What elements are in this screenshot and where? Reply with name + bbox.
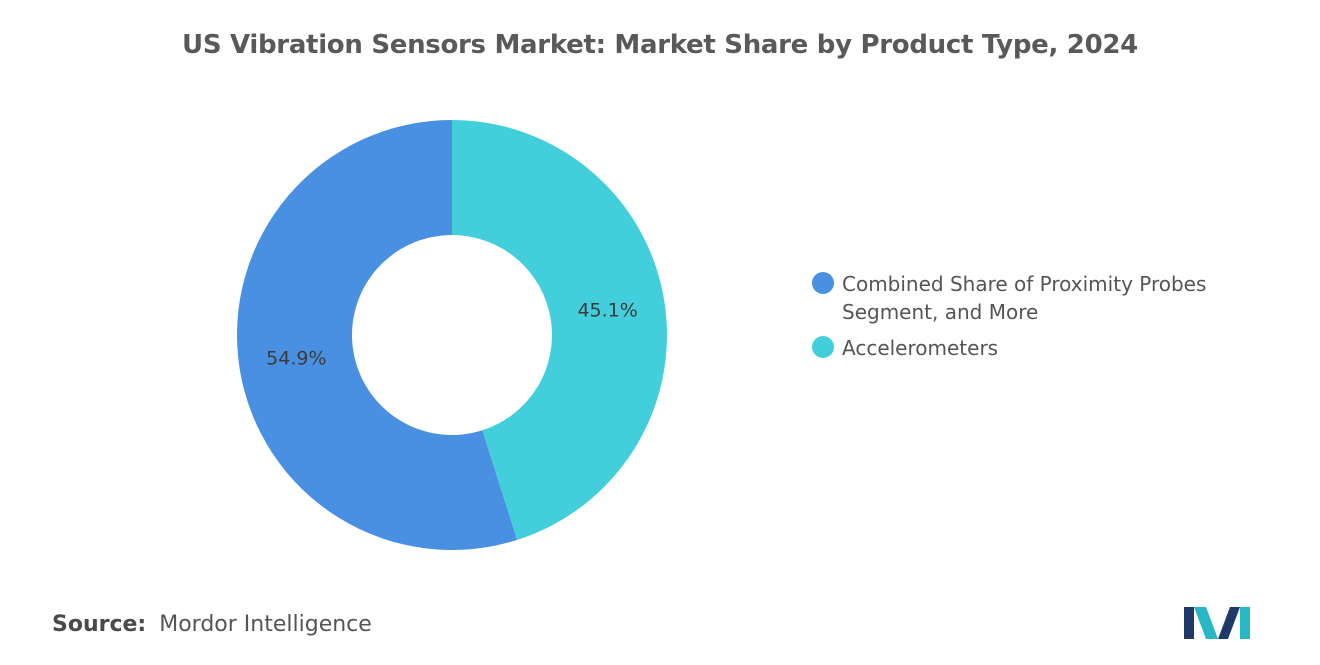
slice-proximity-probes [236, 120, 518, 550]
donut-chart: 45.1% 54.9% [236, 120, 667, 550]
data-label-accelerometers: 45.1% [577, 299, 637, 321]
mordor-intelligence-logo-icon [1184, 607, 1250, 639]
chart-title: US Vibration Sensors Market: Market Shar… [182, 30, 1138, 60]
donut-slice-labels: 45.1% 54.9% [266, 299, 638, 369]
source-note: Source: Mordor Intelligence [52, 612, 372, 637]
donut-slices [236, 120, 667, 550]
source-label: Source: [52, 612, 147, 637]
slice-accelerometers [452, 120, 667, 540]
logo-right-stroke [1240, 607, 1250, 639]
legend-swatch-proximity-probes [812, 272, 834, 294]
legend: Combined Share of Proximity Probes Segme… [812, 270, 1252, 370]
logo-left-diagonal [1194, 607, 1218, 639]
data-label-proximity-probes: 54.9% [266, 348, 326, 370]
legend-item-proximity-probes: Combined Share of Proximity Probes Segme… [812, 270, 1252, 326]
logo-right-diagonal [1218, 607, 1240, 639]
legend-item-accelerometers: Accelerometers [812, 334, 1252, 362]
legend-label-proximity-probes: Combined Share of Proximity Probes Segme… [842, 272, 1207, 324]
source-text: Mordor Intelligence [159, 612, 372, 637]
legend-label-accelerometers: Accelerometers [842, 336, 999, 360]
legend-swatch-accelerometers [812, 336, 834, 358]
logo-left-stroke [1184, 607, 1194, 639]
